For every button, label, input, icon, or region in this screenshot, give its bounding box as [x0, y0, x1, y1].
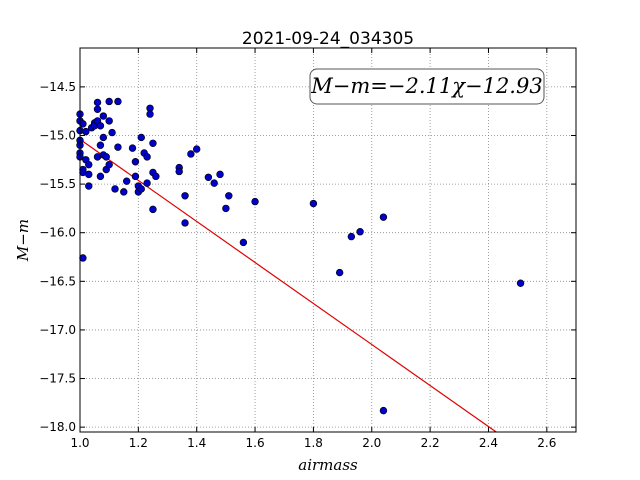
data-point [143, 153, 151, 161]
y-tick-label: −15.5 [39, 177, 76, 191]
data-points [76, 97, 525, 415]
data-point [122, 177, 131, 185]
x-axis-label: airmass [298, 456, 358, 474]
y-tick-label: −17.0 [39, 323, 76, 337]
data-point [187, 150, 195, 158]
data-point [309, 199, 318, 208]
data-point [193, 145, 201, 153]
data-point [181, 219, 189, 227]
data-point [175, 167, 183, 176]
plot-area [80, 48, 576, 432]
data-point [102, 153, 110, 161]
axis-ticks: 1.0 1.2 1.4 1.6 1.8 2.0 2.2 2.4 2.6 −14.5 −15.0 −15… [39, 48, 576, 450]
data-point [96, 122, 105, 130]
data-point [239, 238, 248, 247]
y-tick-label: −16.0 [39, 226, 76, 240]
y-tick-label: −14.5 [39, 80, 76, 94]
data-point [137, 185, 145, 193]
fit-line-group [79, 138, 497, 433]
data-point [152, 172, 160, 181]
data-point [131, 158, 140, 166]
data-point [516, 279, 525, 287]
x-tick-label: 2.6 [537, 436, 556, 450]
data-point [111, 185, 119, 193]
data-point [225, 192, 233, 200]
x-tick-label: 1.4 [187, 436, 206, 450]
data-point [335, 268, 344, 277]
data-point [149, 205, 157, 214]
data-point [146, 110, 154, 118]
data-point [251, 197, 259, 206]
x-tick-label: 1.8 [304, 436, 323, 450]
annotation-box [309, 68, 545, 105]
data-point [93, 105, 102, 113]
y-tick-label: −18.0 [39, 420, 76, 434]
data-point [82, 127, 90, 136]
x-tick-label: 2.2 [421, 436, 440, 450]
fit-equation-box: M−m=−2.11χ−12.93 [309, 68, 545, 105]
data-point [143, 179, 151, 187]
y-tick-label: −16.5 [39, 274, 76, 288]
data-point [181, 192, 189, 200]
data-point [114, 97, 122, 106]
data-point [79, 120, 87, 128]
y-tick-label: −17.5 [39, 372, 76, 386]
data-point [105, 117, 113, 125]
data-point [85, 170, 93, 179]
data-point [79, 254, 87, 262]
data-point [108, 128, 116, 137]
data-point [93, 98, 102, 107]
x-tick-label: 2.4 [479, 436, 498, 450]
data-point [105, 160, 113, 169]
data-point [96, 172, 105, 181]
data-point [96, 141, 105, 149]
data-point [204, 173, 213, 181]
chart-title: 2021-09-24_034305 [242, 29, 414, 49]
data-point [137, 133, 145, 142]
data-point [85, 160, 93, 169]
data-point [114, 143, 122, 151]
x-tick-label: 1.2 [129, 436, 148, 450]
data-point [85, 182, 93, 190]
fit-equation-text: M−m=−2.11χ−12.93 [310, 74, 542, 98]
data-point [222, 204, 230, 213]
data-point [379, 213, 388, 221]
data-point [131, 172, 140, 181]
data-point [105, 97, 113, 106]
data-point [379, 406, 388, 415]
data-point [128, 144, 137, 152]
x-tick-label: 1.0 [70, 436, 89, 450]
x-tick-label: 1.6 [246, 436, 265, 450]
data-point [356, 228, 364, 236]
data-point [210, 179, 218, 187]
data-point [99, 112, 108, 120]
data-point [216, 170, 224, 179]
y-axis-label: M−m [14, 219, 32, 262]
y-tick-label: −15.0 [39, 128, 76, 142]
plot-frame [79, 47, 577, 433]
fit-line [79, 138, 497, 433]
data-point [99, 133, 108, 142]
x-tick-label: 2.0 [362, 436, 381, 450]
data-point [149, 139, 157, 147]
data-point [347, 232, 356, 241]
data-point [120, 188, 128, 196]
